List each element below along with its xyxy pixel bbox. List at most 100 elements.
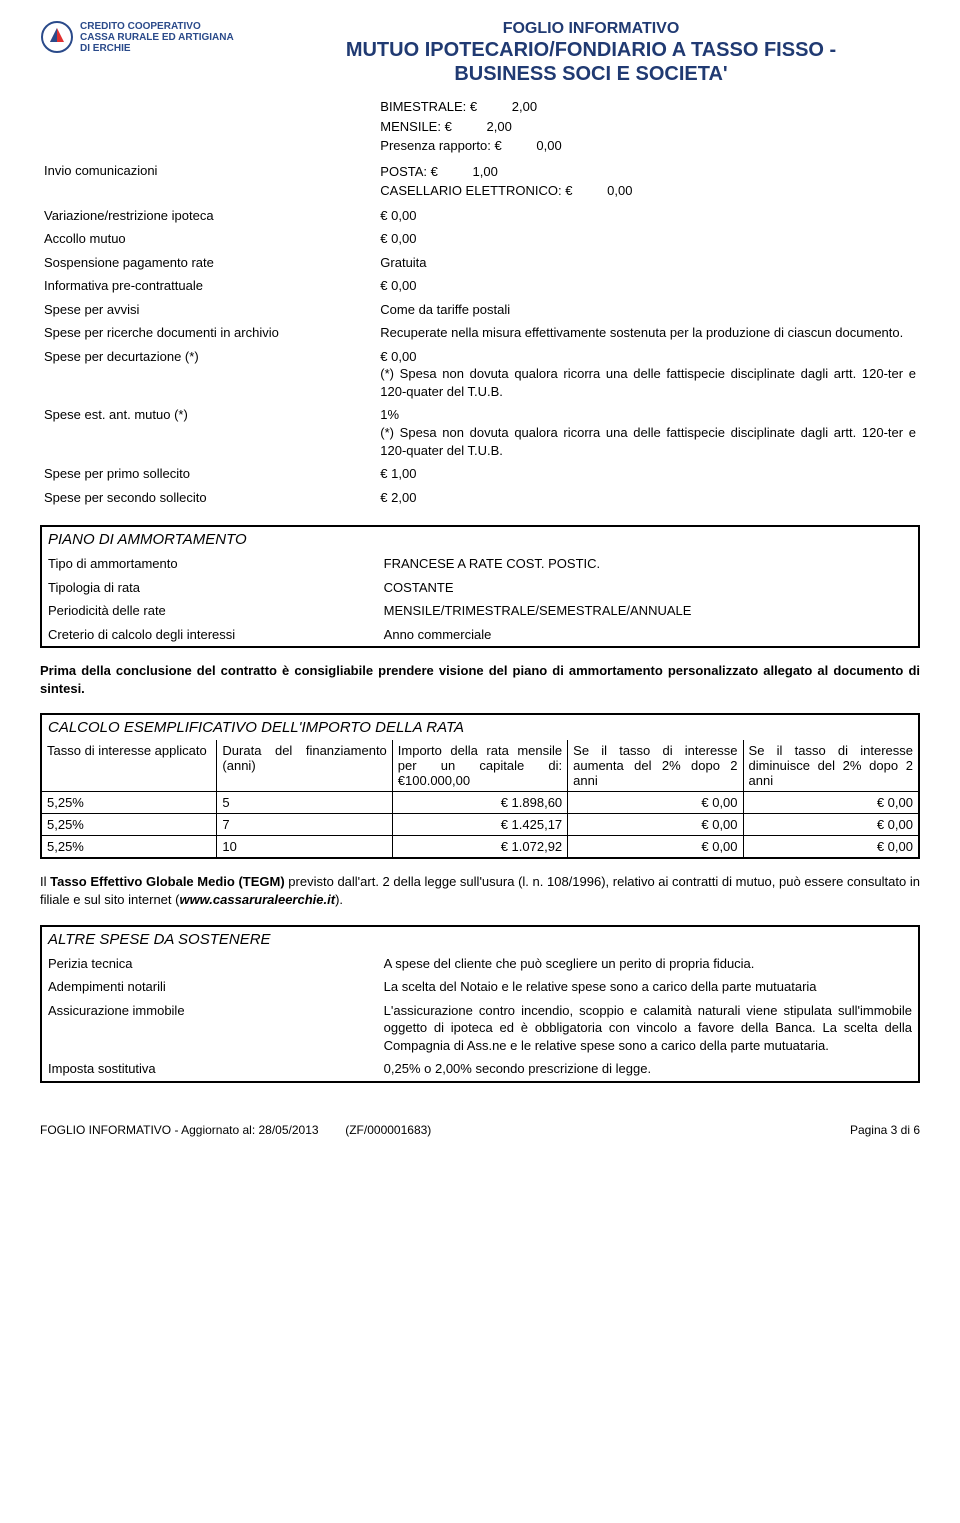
calc-header: Tasso di interesse applicato bbox=[42, 740, 217, 792]
row-label: Spese per ricerche documenti in archivio bbox=[40, 321, 376, 345]
row-label: Imposta sostitutiva bbox=[42, 1057, 378, 1081]
table-row: Spese per ricerche documenti in archivio… bbox=[40, 321, 920, 345]
mini-k: BIMESTRALE: € bbox=[380, 97, 485, 117]
fees-table: BIMESTRALE: €2,00 MENSILE: €2,00 Presenz… bbox=[40, 94, 920, 509]
table-row: Sospensione pagamento rateGratuita bbox=[40, 251, 920, 275]
calc-title: CALCOLO ESEMPLIFICATIVO DELL'IMPORTO DEL… bbox=[42, 715, 918, 740]
table-row: Spese per decurtazione (*)€ 0,00 (*) Spe… bbox=[40, 345, 920, 404]
row-label: Variazione/restrizione ipoteca bbox=[40, 204, 376, 228]
calc-cell: € 0,00 bbox=[568, 792, 743, 814]
row-label: Accollo mutuo bbox=[40, 227, 376, 251]
tegm-suffix: ). bbox=[335, 892, 343, 907]
calc-cell: 5 bbox=[217, 792, 392, 814]
footer-right: Pagina 3 di 6 bbox=[850, 1123, 920, 1137]
footer-mid: (ZF/000001683) bbox=[345, 1123, 431, 1137]
title-line1: FOGLIO INFORMATIVO bbox=[262, 20, 920, 38]
paragraph-piano-text: Prima della conclusione del contratto è … bbox=[40, 663, 920, 696]
table-row: Informativa pre-contrattuale€ 0,00 bbox=[40, 274, 920, 298]
row-value: A spese del cliente che può scegliere un… bbox=[378, 952, 918, 976]
row-value: 1% (*) Spesa non dovuta qualora ricorra … bbox=[376, 403, 920, 462]
row-value: € 0,00 bbox=[376, 227, 920, 251]
table-row: Spese per secondo sollecito€ 2,00 bbox=[40, 486, 920, 510]
logo-line2: CASSA RURALE ED ARTIGIANA bbox=[80, 32, 234, 43]
row-label: Adempimenti notarili bbox=[42, 975, 378, 999]
calc-section: CALCOLO ESEMPLIFICATIVO DELL'IMPORTO DEL… bbox=[40, 713, 920, 859]
mini-v: 2,00 bbox=[460, 117, 512, 137]
calc-cell: € 0,00 bbox=[743, 836, 918, 858]
table-row: Tipologia di rataCOSTANTE bbox=[42, 576, 918, 600]
row-value: Gratuita bbox=[376, 251, 920, 275]
calc-cell: 10 bbox=[217, 836, 392, 858]
table-row: Creterio di calcolo degli interessiAnno … bbox=[42, 623, 918, 647]
row-value: L'assicurazione contro incendio, scoppio… bbox=[378, 999, 918, 1058]
table-row: Imposta sostitutiva0,25% o 2,00% secondo… bbox=[42, 1057, 918, 1081]
table-row: Assicurazione immobileL'assicurazione co… bbox=[42, 999, 918, 1058]
row-label: Tipo di ammortamento bbox=[42, 552, 378, 576]
row-label: Assicurazione immobile bbox=[42, 999, 378, 1058]
logo-line3: DI ERCHIE bbox=[80, 43, 234, 54]
table-row: Variazione/restrizione ipoteca€ 0,00 bbox=[40, 204, 920, 228]
table-row: 5,25%10€ 1.072,92€ 0,00€ 0,00 bbox=[42, 836, 918, 858]
title-line3: BUSINESS SOCI E SOCIETA' bbox=[262, 62, 920, 86]
row-value: € 0,00 bbox=[376, 274, 920, 298]
calc-cell: € 1.898,60 bbox=[392, 792, 567, 814]
table-row: Tipo di ammortamentoFRANCESE A RATE COST… bbox=[42, 552, 918, 576]
footer-left: FOGLIO INFORMATIVO - Aggiornato al: 28/0… bbox=[40, 1123, 319, 1137]
calc-header: Se il tasso di interesse aumenta del 2% … bbox=[568, 740, 743, 792]
row-value: € 0,00 (*) Spesa non dovuta qualora rico… bbox=[376, 345, 920, 404]
row-label: Periodicità delle rate bbox=[42, 599, 378, 623]
row-label: Informativa pre-contrattuale bbox=[40, 274, 376, 298]
row-label: Sospensione pagamento rate bbox=[40, 251, 376, 275]
row-value: COSTANTE bbox=[378, 576, 918, 600]
row-value: FRANCESE A RATE COST. POSTIC. bbox=[378, 552, 918, 576]
row-label: Creterio di calcolo degli interessi bbox=[42, 623, 378, 647]
row-label: Tipologia di rata bbox=[42, 576, 378, 600]
calc-cell: 7 bbox=[217, 814, 392, 836]
table-row: Spese est. ant. mutuo (*)1% (*) Spesa no… bbox=[40, 403, 920, 462]
altre-section: ALTRE SPESE DA SOSTENERE Perizia tecnica… bbox=[40, 925, 920, 1083]
bank-logo: CREDITO COOPERATIVO CASSA RURALE ED ARTI… bbox=[40, 20, 250, 54]
calc-cell: 5,25% bbox=[42, 836, 217, 858]
calc-table: Tasso di interesse applicatoDurata del f… bbox=[42, 740, 918, 857]
row-label: Spese per avvisi bbox=[40, 298, 376, 322]
logo-line1: CREDITO COOPERATIVO bbox=[80, 21, 234, 32]
calc-cell: 5,25% bbox=[42, 814, 217, 836]
table-row: Invio comunicazioniPOSTA: €1,00CASELLARI… bbox=[40, 159, 920, 204]
title-line2: MUTUO IPOTECARIO/FONDIARIO A TASSO FISSO… bbox=[262, 38, 920, 62]
mini-v: 0,00 bbox=[510, 136, 562, 156]
tegm-bold: Tasso Effettivo Globale Medio (TEGM) bbox=[50, 874, 285, 889]
row-value: € 1,00 bbox=[376, 462, 920, 486]
logo-icon bbox=[40, 20, 74, 54]
table-row: Spese per primo sollecito€ 1,00 bbox=[40, 462, 920, 486]
mini-v: 2,00 bbox=[485, 97, 537, 117]
calc-header: Importo della rata mensile per un capita… bbox=[392, 740, 567, 792]
page: CREDITO COOPERATIVO CASSA RURALE ED ARTI… bbox=[0, 0, 960, 1167]
calc-cell: € 0,00 bbox=[743, 814, 918, 836]
logo-text: CREDITO COOPERATIVO CASSA RURALE ED ARTI… bbox=[80, 21, 234, 54]
calc-cell: € 1.425,17 bbox=[392, 814, 567, 836]
document-title: FOGLIO INFORMATIVO MUTUO IPOTECARIO/FOND… bbox=[262, 20, 920, 86]
row-label: Spese per primo sollecito bbox=[40, 462, 376, 486]
calc-cell: € 0,00 bbox=[743, 792, 918, 814]
row-label: Spese per decurtazione (*) bbox=[40, 345, 376, 404]
piano-title: PIANO DI AMMORTAMENTO bbox=[42, 527, 918, 552]
row-value: 0,25% o 2,00% secondo prescrizione di le… bbox=[378, 1057, 918, 1081]
row-value: Anno commerciale bbox=[378, 623, 918, 647]
calc-cell: 5,25% bbox=[42, 792, 217, 814]
row-value: Recuperate nella misura effettivamente s… bbox=[376, 321, 920, 345]
row-label: Perizia tecnica bbox=[42, 952, 378, 976]
mini-k: Presenza rapporto: € bbox=[380, 136, 509, 156]
piano-section: PIANO DI AMMORTAMENTO Tipo di ammortamen… bbox=[40, 525, 920, 648]
calc-cell: € 1.072,92 bbox=[392, 836, 567, 858]
row-value: € 0,00 bbox=[376, 204, 920, 228]
table-row: Periodicità delle rateMENSILE/TRIMESTRAL… bbox=[42, 599, 918, 623]
top-mini-row: BIMESTRALE: €2,00 MENSILE: €2,00 Presenz… bbox=[40, 94, 920, 159]
paragraph-piano: Prima della conclusione del contratto è … bbox=[40, 662, 920, 697]
tegm-paragraph: Il Tasso Effettivo Globale Medio (TEGM) … bbox=[40, 873, 920, 908]
header: CREDITO COOPERATIVO CASSA RURALE ED ARTI… bbox=[40, 20, 920, 86]
tegm-prefix: Il bbox=[40, 874, 50, 889]
row-value: € 2,00 bbox=[376, 486, 920, 510]
page-footer: FOGLIO INFORMATIVO - Aggiornato al: 28/0… bbox=[40, 1123, 920, 1137]
top-mini-list: BIMESTRALE: €2,00 MENSILE: €2,00 Presenz… bbox=[380, 97, 916, 156]
calc-cell: € 0,00 bbox=[568, 814, 743, 836]
